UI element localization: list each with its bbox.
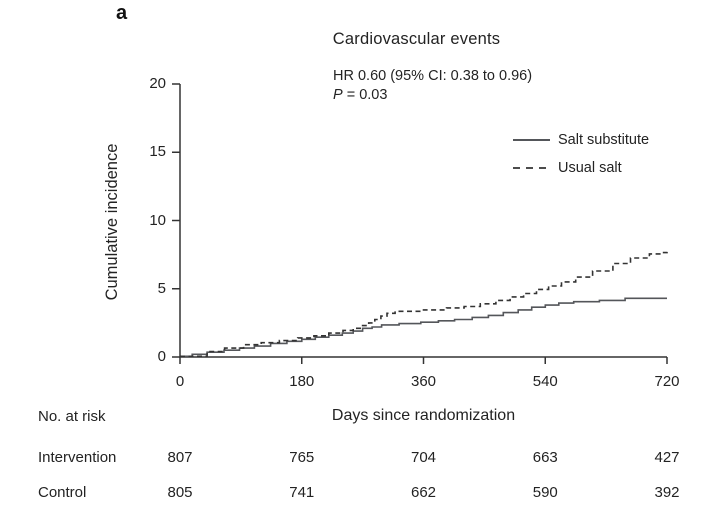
risk-value: 392 (654, 484, 680, 501)
p-value-symbol: P (333, 87, 343, 103)
risk-value: 807 (167, 449, 193, 466)
x-tick-label: 540 (532, 373, 558, 390)
axis-lines (179, 84, 667, 358)
hazard-ratio-annotation: HR 0.60 (95% CI: 0.38 to 0.96) (333, 68, 533, 84)
risk-value: 765 (289, 449, 315, 466)
survival-curves (180, 251, 668, 358)
x-tick-label: 360 (410, 373, 437, 390)
p-value-text: = 0.03 (342, 87, 388, 103)
panel-label: a (116, 2, 128, 24)
y-tick-label: 20 (149, 75, 166, 92)
y-tick-label: 0 (157, 348, 166, 365)
risk-value: 741 (289, 484, 315, 501)
risk-table-header: No. at risk (38, 408, 106, 425)
chart-title: Cardiovascular events (332, 30, 501, 48)
risk-value: 704 (410, 449, 437, 466)
x-tick-label: 180 (289, 373, 315, 390)
x-axis-title: Days since randomization (331, 407, 516, 424)
legend-label-salt-substitute: Salt substitute (558, 132, 650, 148)
axes (172, 83, 668, 364)
legend-label-usual-salt: Usual salt (558, 160, 622, 176)
p-value-annotation: P = 0.03 (333, 87, 387, 103)
x-tick-label: 0 (175, 373, 185, 390)
curve-usual-salt (180, 251, 668, 358)
risk-value: 427 (654, 449, 680, 466)
risk-value: 805 (167, 484, 193, 501)
risk-value: 662 (410, 484, 437, 501)
risk-row-label-intervention: Intervention (38, 449, 117, 466)
risk-value: 590 (532, 484, 558, 501)
y-tick-label: 15 (149, 143, 166, 161)
y-tick-label: 5 (157, 279, 166, 297)
curve-salt-substitute (180, 297, 667, 358)
legend-samples (513, 139, 550, 169)
risk-value: 663 (532, 449, 558, 466)
x-tick-label: 720 (654, 373, 680, 390)
y-tick-label: 10 (149, 211, 166, 229)
risk-row-label-control: Control (38, 484, 87, 501)
